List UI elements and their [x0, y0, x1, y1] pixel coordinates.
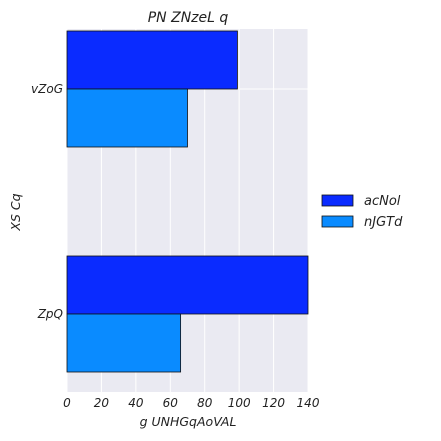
- legend: acNol nJGTd: [321, 194, 403, 230]
- x-tick-label: 0: [63, 396, 71, 410]
- y-tick-label: vZoG: [31, 82, 63, 96]
- y-axis-title: XS Cq: [8, 193, 23, 231]
- legend-swatch-acnol: [321, 194, 354, 207]
- x-tick-label: 100: [228, 396, 251, 410]
- bar-njgtd-zpq: [66, 313, 182, 373]
- bar-acnol-zpq: [66, 255, 309, 315]
- x-tick-label: 120: [262, 396, 285, 410]
- x-tick-label: 20: [94, 396, 110, 410]
- x-tick-label: 140: [297, 396, 320, 410]
- x-axis-title: g UNHGqAoVAL: [140, 414, 237, 429]
- legend-swatch-njgtd: [321, 215, 354, 228]
- bar-acnol-vzog: [66, 30, 238, 90]
- y-tick-labels: vZoG ZpQ: [31, 82, 63, 321]
- bars: [66, 30, 309, 373]
- bar-njgtd-vzog: [66, 88, 188, 148]
- x-tick-labels: 0 20 40 60 80 100 120 140: [63, 396, 320, 410]
- x-tick-label: 80: [197, 396, 213, 410]
- legend-label-acnol: acNol: [364, 194, 401, 209]
- x-tick-label: 40: [128, 396, 144, 410]
- x-tick-label: 60: [163, 396, 179, 410]
- legend-label-njgtd: nJGTd: [364, 215, 403, 230]
- y-tick-label: ZpQ: [37, 307, 63, 321]
- chart-title: PN ZNzeL q: [148, 10, 229, 26]
